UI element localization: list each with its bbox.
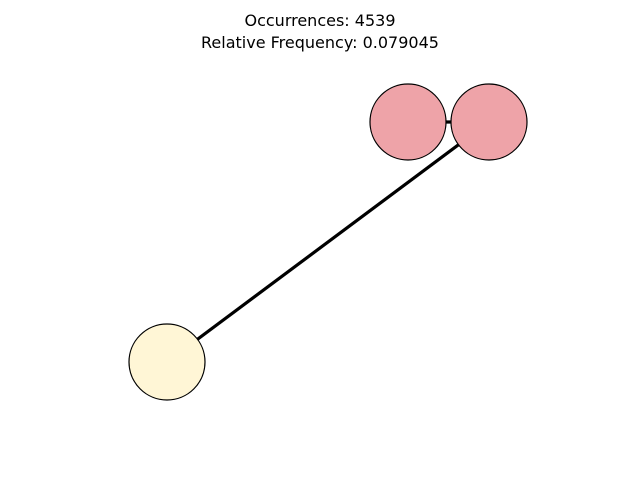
- graph-node-n1: [369, 83, 447, 161]
- nodes-layer: [128, 83, 528, 401]
- graph-node-n3: [128, 323, 206, 401]
- title-relative-frequency: Relative Frequency: 0.079045: [201, 33, 439, 52]
- title-occurrences: Occurrences: 4539: [244, 11, 396, 30]
- graph-edge-n2-n3: [165, 120, 491, 364]
- edges-layer: [165, 120, 491, 364]
- graph-node-n2: [450, 83, 528, 161]
